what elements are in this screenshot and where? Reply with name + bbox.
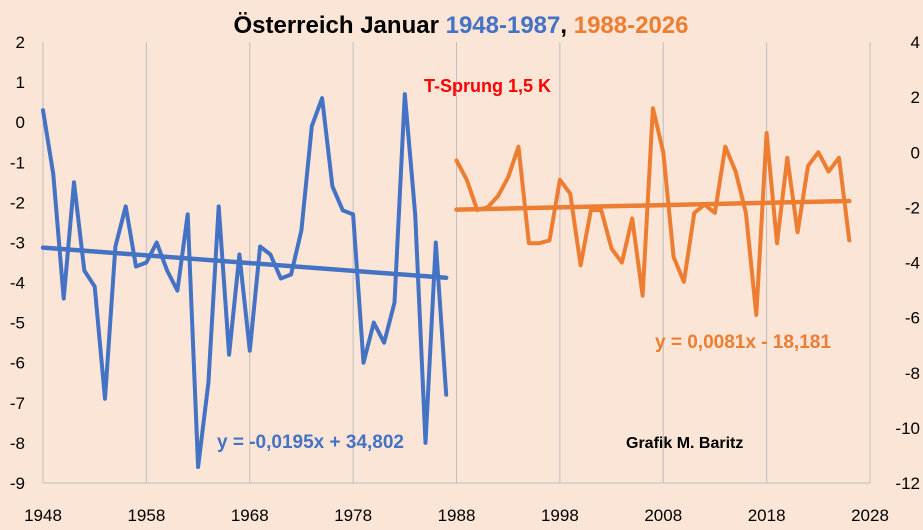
- y-left-tick-label: -1: [10, 153, 25, 172]
- x-tick-label: 1968: [231, 506, 269, 525]
- series-line-2: [454, 106, 852, 317]
- y-left-tick-label: 0: [16, 113, 25, 132]
- y-left-tick-label: -8: [10, 434, 25, 453]
- y-left-tick-label: 2: [16, 33, 25, 52]
- x-tick-label: 1978: [334, 506, 372, 525]
- y-right-tick-label: 2: [911, 88, 920, 107]
- x-tick-label: 1948: [24, 506, 62, 525]
- y-left-tick-label: -3: [10, 233, 25, 252]
- y-left-tick-label: -5: [10, 314, 25, 333]
- title-period-2: 1988-2026: [574, 12, 689, 39]
- y-right-tick-label: -2: [905, 198, 920, 217]
- y-left-tick-label: -9: [10, 474, 25, 493]
- series-lines: [41, 92, 852, 469]
- trendline-1: [40, 245, 449, 280]
- x-tick-label: 2008: [644, 506, 682, 525]
- x-tick-label: 2028: [851, 506, 889, 525]
- trendline-2-equation: y = 0,0081x - 18,181: [655, 332, 831, 353]
- y-left-tick-label: 1: [16, 73, 25, 92]
- y-left-tick-label: -7: [10, 394, 25, 413]
- title-period-1: 1948-1987: [446, 12, 561, 39]
- y-axis-right-ticks: 4 2 0 -2 -4 -6 -8 -10 -12: [895, 33, 920, 493]
- x-tick-label: 1958: [127, 506, 165, 525]
- jump-annotation: T-Sprung 1,5 K: [424, 76, 551, 96]
- x-tick-label: 1988: [438, 506, 476, 525]
- title-separator: ,: [560, 12, 573, 39]
- credit-label: Grafik M. Baritz: [626, 435, 743, 452]
- y-right-tick-label: -12: [895, 474, 920, 493]
- y-right-tick-label: -4: [905, 254, 920, 273]
- trendline-2: [454, 198, 852, 212]
- series-line-1: [41, 92, 449, 469]
- trend-lines: [40, 198, 852, 280]
- y-right-tick-label: -6: [905, 309, 920, 328]
- trendline-1-equation: y = -0,0195x + 34,802: [217, 432, 404, 453]
- y-axis-left-ticks: 2 1 0 -1 -2 -3 -4 -5 -6 -7 -8 -9: [10, 33, 25, 493]
- y-right-tick-label: -10: [895, 419, 920, 438]
- chart-title: Österreich Januar 1948-1987, 1988-2026: [233, 12, 688, 39]
- y-right-tick-label: -8: [905, 364, 920, 383]
- x-tick-label: 2018: [748, 506, 786, 525]
- y-left-tick-label: -2: [10, 193, 25, 212]
- x-tick-label: 1998: [541, 506, 579, 525]
- y-left-tick-label: -6: [10, 354, 25, 373]
- y-right-tick-label: 4: [911, 33, 920, 52]
- title-main: Österreich Januar: [233, 12, 445, 39]
- x-axis-ticks: 1948 1958 1968 1978 1988 1998 2008 2018 2028: [24, 506, 889, 525]
- y-right-tick-label: 0: [911, 143, 920, 162]
- y-left-tick-label: -4: [10, 274, 25, 293]
